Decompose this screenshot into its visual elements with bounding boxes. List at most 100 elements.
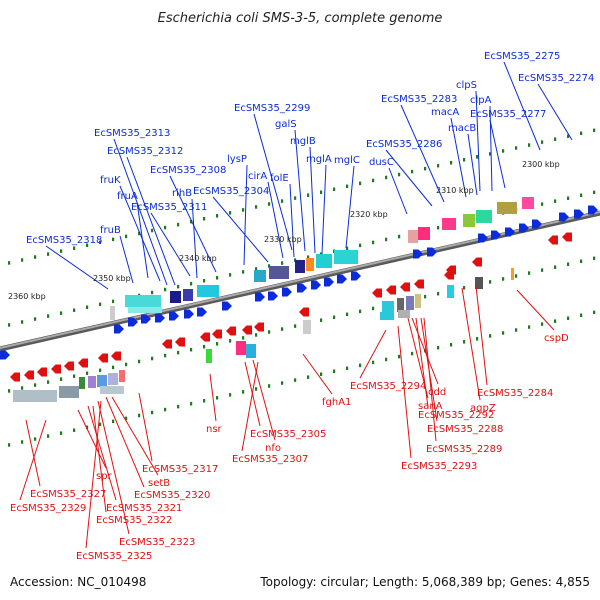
tick-dot xyxy=(216,342,219,346)
tick-dot xyxy=(580,259,583,264)
reverse-leader xyxy=(19,419,47,501)
reverse-leader xyxy=(92,405,107,513)
forward-leader xyxy=(169,175,217,273)
forward-gene-label: lysP xyxy=(227,154,247,165)
gene-block xyxy=(197,285,219,297)
gene-block xyxy=(79,377,85,389)
tick-dot xyxy=(489,152,492,156)
reverse-gene-label: setB xyxy=(148,478,170,489)
gene-block xyxy=(254,270,266,282)
tick-dot xyxy=(47,252,50,256)
forward-gene-label: folE xyxy=(270,173,289,184)
tick-dot xyxy=(8,261,11,265)
tick-dot xyxy=(60,431,63,435)
forward-gene-label: mglA xyxy=(306,154,332,165)
forward-leader xyxy=(450,117,467,198)
tick-dot xyxy=(229,273,232,277)
tick-dot xyxy=(541,268,544,272)
tick-dot xyxy=(593,256,596,261)
tick-dot xyxy=(515,146,518,150)
tick-dot xyxy=(346,312,349,317)
tick-dot xyxy=(8,389,11,393)
tick-dot xyxy=(203,344,206,349)
forward-leader xyxy=(475,90,481,192)
tick-dot xyxy=(216,396,219,400)
forward-gene-arrow xyxy=(169,311,179,321)
kbp-label: 2360 kbp xyxy=(8,292,46,301)
tick-dot xyxy=(593,128,596,133)
tick-dot xyxy=(164,225,167,230)
tick-dot xyxy=(333,187,336,192)
reverse-gene-arrow xyxy=(37,367,47,377)
reverse-leader xyxy=(252,359,276,441)
tick-dot xyxy=(528,143,531,147)
reverse-gene-arrow xyxy=(400,282,410,292)
tick-dot xyxy=(281,261,284,265)
reverse-gene-arrow xyxy=(200,332,210,342)
tick-dot xyxy=(372,178,375,183)
forward-leader xyxy=(212,196,269,263)
tick-dot xyxy=(567,262,570,266)
tick-dot xyxy=(346,184,349,189)
tick-dot xyxy=(541,322,544,326)
tick-dot xyxy=(73,374,76,378)
gene-block xyxy=(13,390,57,402)
forward-gene-arrow xyxy=(574,209,584,219)
tick-dot xyxy=(580,313,583,318)
kbp-labels: 2360 kbp 2350 kbp 2340 kbp 2330 kbp 2320 kbp… xyxy=(8,160,560,301)
tick-dot xyxy=(372,360,375,365)
kbp-label: 2340 kbp xyxy=(179,254,217,263)
tick-dot xyxy=(489,334,492,338)
reverse-leader xyxy=(85,400,102,549)
tick-dot xyxy=(437,291,440,296)
gene-block xyxy=(511,268,514,280)
reverse-leader xyxy=(475,285,488,386)
reverse-gene-label: EcSMS35_2305 xyxy=(250,429,326,440)
reverse-gene-arrow xyxy=(548,235,558,245)
tick-dot xyxy=(554,199,557,203)
gene-block xyxy=(59,386,79,398)
tick-dot xyxy=(385,175,388,180)
gene-block xyxy=(316,254,332,268)
tick-dot xyxy=(372,306,375,311)
forward-gene-label: mglB xyxy=(290,136,316,147)
forward-gene-arrow xyxy=(532,219,542,229)
gene-block xyxy=(398,310,410,318)
tick-dot xyxy=(138,413,141,418)
tick-dot xyxy=(86,243,89,248)
forward-gene-label: EcSMS35_2286 xyxy=(366,139,442,150)
reverse-leader xyxy=(111,396,159,476)
tick-dot xyxy=(151,228,154,233)
reverse-leader xyxy=(461,287,481,401)
tick-dot xyxy=(476,155,479,159)
tick-dot xyxy=(281,327,284,331)
forward-gene-arrow xyxy=(141,314,151,324)
forward-gene-label: EcSMS35_2299 xyxy=(234,103,310,114)
tick-dot xyxy=(346,366,349,371)
tick-dot xyxy=(437,345,440,350)
forward-leader xyxy=(503,61,541,151)
gene-block xyxy=(382,301,394,315)
tick-dot xyxy=(216,276,219,280)
reverse-leader xyxy=(25,419,41,487)
forward-gene-label: EcSMS35_2308 xyxy=(150,165,226,176)
reverse-leader xyxy=(423,317,437,442)
tick-dot xyxy=(203,278,206,283)
tick-dot xyxy=(489,280,492,284)
gene-block xyxy=(88,376,96,388)
forward-gene-label: EcSMS35_2312 xyxy=(107,146,183,157)
tick-dot xyxy=(125,234,128,239)
tick-dot xyxy=(268,384,271,388)
gene-block xyxy=(128,307,162,313)
forward-leader xyxy=(267,181,284,259)
tick-dot xyxy=(99,422,102,427)
reverse-gene-label: nsr xyxy=(206,424,223,435)
gene-block xyxy=(306,258,314,271)
reverse-gene-arrow xyxy=(242,325,252,335)
tick-dot xyxy=(86,425,89,430)
label-leaders xyxy=(19,61,573,549)
forward-gene-arrow xyxy=(282,287,292,297)
reverse-gene-label: fghA1 xyxy=(322,397,351,408)
gene-block xyxy=(97,375,107,387)
